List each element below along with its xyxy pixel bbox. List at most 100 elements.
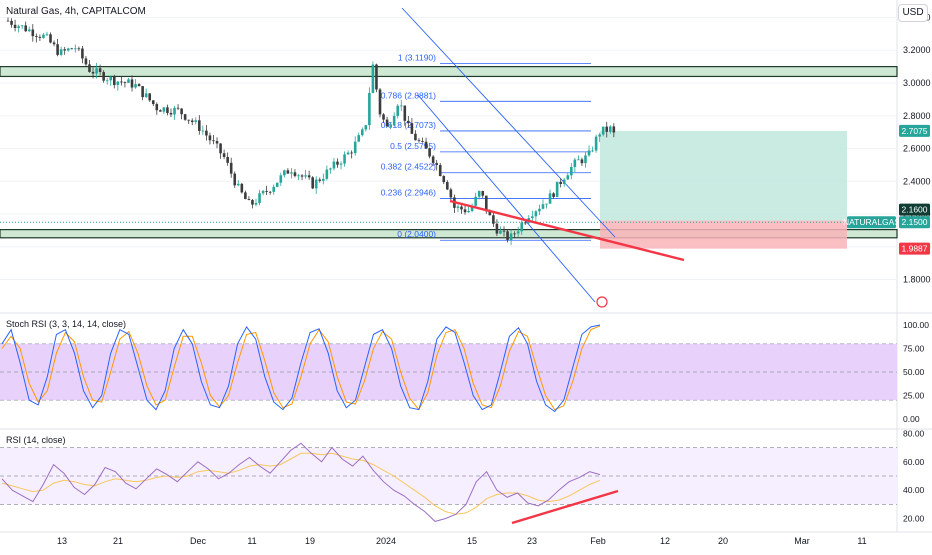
candle xyxy=(552,192,555,199)
candle-body xyxy=(10,20,13,25)
candle-body xyxy=(314,179,318,189)
candle xyxy=(396,104,400,119)
candle xyxy=(431,155,435,166)
candle-body xyxy=(484,195,488,212)
candle-body xyxy=(286,170,290,174)
candle xyxy=(116,81,120,91)
candle xyxy=(612,123,616,138)
candle-body xyxy=(102,71,105,81)
candle xyxy=(141,86,144,101)
candle xyxy=(584,152,587,168)
candle-body xyxy=(531,216,534,219)
candle-body xyxy=(325,169,329,179)
candle-body xyxy=(403,105,407,121)
candle xyxy=(45,31,49,37)
candle-body xyxy=(612,126,616,133)
rsi-title: RSI (14, close) xyxy=(6,435,66,445)
candle xyxy=(56,38,59,57)
candle xyxy=(275,182,279,188)
candle-body xyxy=(523,222,527,224)
price-label-text: 2.1600 xyxy=(902,205,928,215)
rsi-tick-label: 40.00 xyxy=(903,485,925,495)
candle xyxy=(509,229,513,246)
price-label-text: 2.7075 xyxy=(902,126,928,136)
time-tick-label: 12 xyxy=(660,536,670,546)
candle-body xyxy=(336,161,339,165)
time-tick-label: Mar xyxy=(794,536,810,546)
price-label-box xyxy=(847,216,896,229)
candle xyxy=(283,169,286,178)
candle xyxy=(254,198,258,207)
candle xyxy=(438,162,442,177)
candle-body xyxy=(460,206,463,210)
candle-body xyxy=(109,76,113,81)
candle-body xyxy=(159,110,162,112)
rsi-tick-label: 80.00 xyxy=(903,428,925,438)
candle xyxy=(375,63,378,93)
candle xyxy=(318,177,322,183)
candle xyxy=(329,167,332,174)
price-label-box xyxy=(899,203,930,216)
candle xyxy=(353,136,357,156)
stop-zone xyxy=(600,220,847,249)
candle-body xyxy=(488,211,492,216)
candle-body xyxy=(608,126,612,132)
candle-body xyxy=(449,189,453,198)
candle xyxy=(506,229,509,243)
candle-body xyxy=(95,68,98,74)
candle xyxy=(190,118,194,126)
candle-body xyxy=(378,89,382,115)
price-tick-label: 2.8000 xyxy=(903,111,931,121)
candle xyxy=(31,24,35,42)
candle-body xyxy=(375,64,378,90)
currency-button[interactable]: USD xyxy=(898,4,928,22)
candle xyxy=(176,104,180,111)
candle-body xyxy=(601,126,605,135)
candle xyxy=(456,204,460,213)
time-tick-label: 21 xyxy=(113,536,123,546)
candle xyxy=(314,176,318,194)
candle-body xyxy=(229,162,233,174)
candle xyxy=(538,204,541,215)
candle xyxy=(84,55,88,66)
candle-body xyxy=(112,76,116,86)
candle xyxy=(215,137,219,149)
candle xyxy=(286,168,290,174)
candle xyxy=(562,178,566,187)
candle-body xyxy=(311,177,314,189)
candle xyxy=(460,205,463,214)
candle xyxy=(357,132,361,143)
candle-body xyxy=(123,82,127,83)
candle-body xyxy=(222,153,226,157)
candle xyxy=(74,44,77,53)
candle-body xyxy=(98,68,102,72)
candle-body xyxy=(332,161,336,169)
candle xyxy=(24,21,28,33)
candle xyxy=(219,143,222,159)
candle xyxy=(70,47,74,50)
candle-body xyxy=(17,26,20,29)
candle xyxy=(293,169,297,178)
symbol-title: Natural Gas, 4h, CAPITALCOM xyxy=(6,6,146,17)
stoch-tick-label: 75.00 xyxy=(903,344,925,354)
candle xyxy=(49,32,52,44)
candle xyxy=(541,199,545,210)
candle-body xyxy=(353,141,357,154)
candle-body xyxy=(446,182,449,190)
time-tick-label: 20 xyxy=(718,536,728,546)
candle-body xyxy=(130,79,134,88)
candle-body xyxy=(598,134,601,137)
candle-body xyxy=(116,81,120,86)
candle xyxy=(414,130,417,141)
candle xyxy=(570,162,573,180)
candle-body xyxy=(570,167,573,176)
candle-body xyxy=(13,24,17,29)
candle xyxy=(392,112,396,126)
candle xyxy=(120,76,123,86)
candle-body xyxy=(438,165,442,176)
candle-body xyxy=(541,204,545,209)
candle xyxy=(144,88,148,98)
candle xyxy=(127,77,130,83)
